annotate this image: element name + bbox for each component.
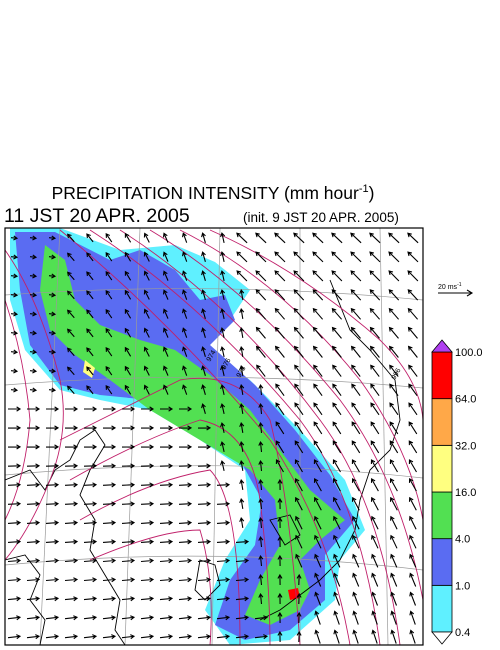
colorbar-label: 1.0 [455,580,470,592]
colorbar-segment [431,538,453,586]
contour-label: 978 [236,365,248,379]
map-frame [4,227,424,646]
colorbar-segment [431,584,453,633]
wind-legend-label: 20 ms-1 [438,282,462,291]
contour-label: 976 [221,357,233,371]
colorbar-over [431,339,453,353]
colorbar-label: 64.0 [455,394,476,406]
colorbar-label: 0.4 [455,627,470,639]
contour-label: 974 [206,349,218,363]
valid-time: 11 JST 20 APR. 2005 [4,205,190,227]
wind-legend-arrow [438,289,474,297]
colorbar-label: 32.0 [455,440,476,452]
colorbar-label: 100.0 [455,347,483,359]
wind-arrows [7,232,419,644]
colorbar-segment [431,491,453,540]
title-superscript: -1 [359,183,369,195]
contour-label: 996 [391,367,403,381]
colorbar-segment [431,444,453,493]
wind-legend-superscript: -1 [457,282,462,288]
title-close: ) [369,183,375,203]
init-time: (init. 9 JST 20 APR. 2005) [243,210,399,225]
map: 974 976 978 996 [5,228,423,645]
graticule [5,228,423,645]
precip-heavy [40,245,345,625]
colorbar-under [431,631,453,645]
wind-legend-text: 20 ms [438,284,458,291]
colorbar-label: 4.0 [455,534,470,546]
precip-red [288,588,300,600]
colorbar-segment [431,398,453,446]
colorbar: 0.4 1.0 4.0 16.0 32.0 64.0 100.0 [431,339,483,645]
title: PRECIPITATION INTENSITY (mm hour-1) [52,183,375,203]
colorbar-segment [431,351,453,400]
colorbar-label: 16.0 [455,487,476,499]
title-text: PRECIPITATION INTENSITY (mm hour [52,183,359,203]
wind-vectors [7,232,419,644]
